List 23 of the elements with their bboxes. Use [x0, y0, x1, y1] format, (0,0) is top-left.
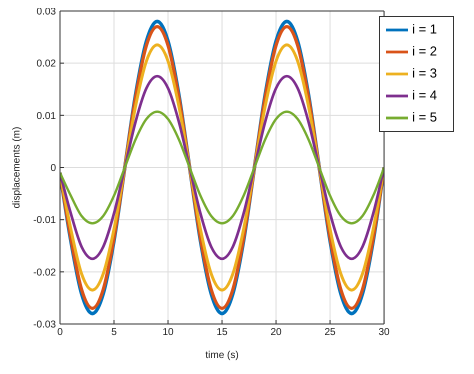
x-axis-title: time (s): [205, 350, 239, 361]
line-series: [60, 74, 384, 260]
legend-label: i = 5: [412, 109, 437, 124]
y-tick-label: 0.02: [36, 58, 56, 70]
x-tick-label: 5: [111, 327, 118, 338]
y-tick-label: 0.03: [36, 6, 56, 18]
y-tick-label: -0.03: [33, 320, 56, 331]
x-tick-label: 10: [162, 327, 174, 338]
y-tick-label: -0.02: [33, 267, 56, 278]
x-tick-label: 25: [324, 327, 336, 338]
y-axis-title: displacements (m): [12, 126, 23, 208]
legend-label: i = 1: [412, 21, 437, 36]
y-tick-label: -0.01: [33, 215, 56, 226]
x-tick-label: 30: [378, 327, 390, 338]
legend-label: i = 4: [412, 87, 437, 102]
y-tick-label: 0.01: [36, 110, 56, 122]
legend-label: i = 3: [412, 65, 437, 80]
y-tick-label: 0: [50, 163, 56, 174]
line-series: [60, 110, 384, 225]
legend-label: i = 2: [412, 43, 437, 58]
x-tick-label: 20: [270, 327, 282, 338]
x-tick-label: 0: [57, 327, 64, 338]
x-tick-label: 15: [216, 327, 228, 338]
